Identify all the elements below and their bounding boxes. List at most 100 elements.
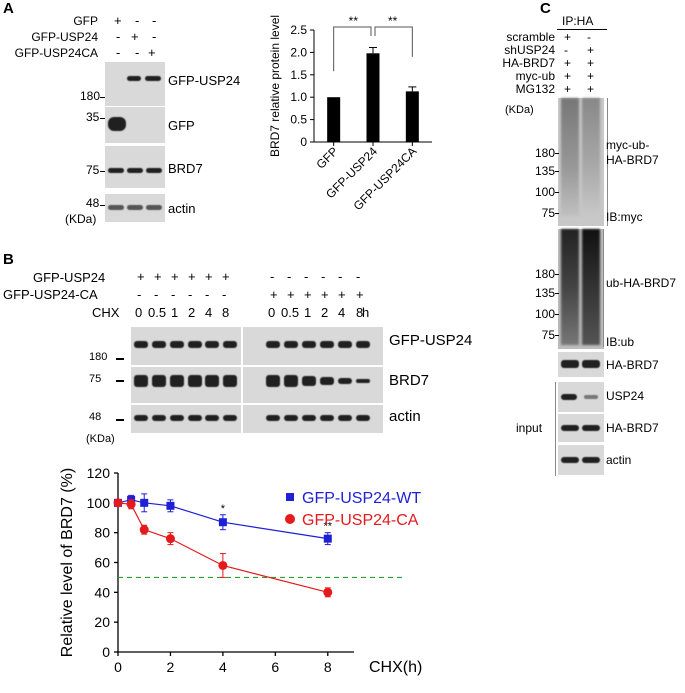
panel-b-sign: - (137, 287, 142, 302)
y-tick-label: 1.5 (290, 68, 307, 82)
x-tick-label: 0 (114, 659, 122, 675)
panel-a-sign: - (152, 29, 157, 44)
panel-b-sign: + (304, 287, 312, 302)
significance-bracket (374, 26, 413, 57)
y-axis-label: BRD7 relative protein level (268, 15, 282, 157)
bar (327, 97, 341, 142)
blot-c-label-actin: actin (606, 453, 632, 467)
x-tick-label: 6 (271, 659, 279, 675)
panel-c-row-label: MG132 (515, 82, 555, 96)
panel-b-chx-value: 8 (222, 305, 230, 320)
blot-b-gfp-usp24ca (243, 327, 383, 365)
x-tick-label: 2 (167, 659, 175, 675)
legend-marker (286, 493, 294, 501)
significance-label: ** (388, 14, 398, 28)
blot-brd7 (105, 146, 165, 188)
kda-unit-c: (KDa) (505, 104, 534, 116)
significance-label: ** (349, 14, 359, 28)
x-tick-label: 8 (324, 659, 332, 675)
data-point (139, 525, 149, 535)
legend-label: GFP-USP24-CA (302, 512, 419, 529)
significance-bracket (333, 26, 372, 72)
blot-c-label-usp24: USP24 (606, 389, 645, 403)
panel-c-sign: + (564, 82, 572, 96)
panel-c-marker: 180 (534, 146, 555, 160)
marker-180: 180 (80, 89, 101, 103)
significance-label: * (221, 503, 226, 515)
panel-b-row-label-usp24ca: GFP-USP24-CA (3, 287, 98, 302)
y-tick-label: 2.5 (290, 23, 307, 37)
panel-b-sign: - (205, 287, 210, 302)
panel-b-chx-value: 8 (356, 305, 364, 320)
panel-b-sign: - (154, 287, 159, 302)
panel-b-sign: + (188, 269, 196, 284)
y-tick-label: 100 (87, 495, 111, 511)
blot-c-ip-ub (558, 229, 604, 349)
significance-label: ** (323, 521, 332, 533)
panel-b-chx-value: 0 (268, 305, 276, 320)
panel-a-row-label-usp24: GFP-USP24 (31, 30, 98, 44)
blot-b-actin-ca (243, 405, 383, 433)
panel-b-sign: - (222, 287, 227, 302)
panel-b-sign: + (270, 287, 278, 302)
y-tick-label: 20 (94, 614, 110, 630)
blot-label-gfp: GFP (168, 118, 195, 133)
panel-c-letter: C (540, 0, 551, 17)
kda-unit: (KDa) (65, 212, 97, 226)
blot-gfp (105, 107, 165, 143)
panel-b-sign: + (356, 287, 364, 302)
panel-b-sign: + (154, 269, 162, 284)
panel-b-chx-value: 0 (135, 305, 143, 320)
blot-c-label-ib-ub: IB:ub (606, 335, 635, 349)
marker-b-48: 48 (89, 411, 102, 423)
marker-35: 35 (86, 110, 100, 124)
panel-a-row-label-usp24ca: GFP-USP24CA (14, 46, 98, 60)
blot-b-gfp-usp24 (131, 327, 241, 365)
panel-b-sign: - (304, 269, 309, 284)
x-axis-label: CHX(h) (369, 659, 422, 676)
blot-c-label-input-ha-brd7: HA-BRD7 (606, 421, 659, 435)
blot-b-brd7-ca (243, 367, 383, 403)
kda-unit-b: (KDa) (86, 433, 115, 445)
panel-b-chx-value: 1 (304, 305, 312, 320)
panel-b-sign: - (188, 287, 193, 302)
blot-b-label-gfp-usp24: GFP-USP24 (389, 332, 473, 349)
y-tick-label: 60 (94, 555, 110, 571)
panel-c-row-label: shUSP24 (504, 43, 555, 57)
legend-label: GFP-USP24-WT (302, 490, 421, 507)
panel-b-chx-unit: h (362, 305, 370, 320)
panel-c-sign: - (587, 30, 591, 44)
blot-c-input-ha-brd7 (558, 414, 604, 442)
bar (405, 91, 419, 142)
panel-a-sign: - (135, 45, 140, 60)
panel-a-sign: - (116, 29, 121, 44)
blot-gfp-usp24 (105, 62, 165, 106)
marker-48: 48 (86, 196, 100, 210)
line-chart: 0 20 40 60 80 100 120 0 2 4 6 8 CHX(h) Relative level… (59, 465, 422, 676)
blot-c-input-actin (558, 445, 604, 475)
panel-c-sign: + (564, 69, 572, 83)
panel-b-chx-label: CHX (92, 305, 120, 320)
data-point (323, 587, 333, 597)
panel-c-marker: 100 (534, 307, 555, 321)
panel-c-sign: + (587, 82, 595, 96)
panel-c-marker: 135 (534, 164, 555, 178)
panel-b-chx-value: 4 (338, 305, 346, 320)
panel-c-marker: 100 (534, 185, 555, 199)
data-point (126, 499, 136, 509)
blot-c-ip-myc (558, 98, 604, 226)
panel-b-sign: - (270, 269, 275, 284)
y-tick-label: 0 (300, 135, 307, 149)
marker-b-75: 75 (89, 373, 102, 385)
blot-c-label-ha-brd7: HA-BRD7 (606, 358, 659, 372)
y-axis-label: Relative level of BRD7 (%) (59, 468, 76, 657)
blot-b-label-brd7: BRD7 (389, 372, 430, 389)
panel-c-header: IP:HA (562, 14, 594, 28)
data-point (218, 518, 227, 527)
blot-label-brd7: BRD7 (168, 161, 203, 176)
blot-label-actin: actin (168, 201, 196, 216)
blot-c-input-label: input (516, 421, 543, 435)
panel-c-sign: - (564, 43, 568, 57)
panel-a-row-label-gfp: GFP (73, 14, 98, 28)
panel-b-chx-value: 0.5 (281, 305, 300, 320)
